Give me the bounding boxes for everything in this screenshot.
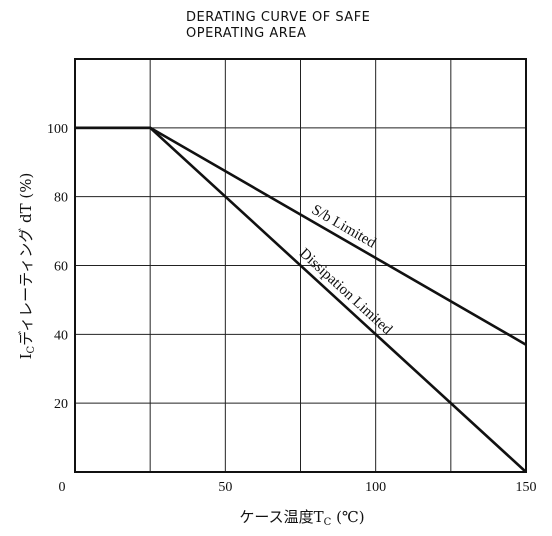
chart-title-line-1: DERATING CURVE OF SAFE (186, 10, 370, 25)
series-line-diss (75, 126, 527, 473)
x-tick-label: 50 (218, 480, 232, 495)
y-tick-label: 100 (47, 122, 68, 137)
x-axis-label: ケース温度TC (℃) (239, 508, 364, 528)
y-tick-label: 80 (54, 191, 68, 206)
plot-frame (74, 58, 527, 473)
x-tick-label: 100 (365, 480, 386, 495)
y-axis-label: ICディレーティング dT (%) (17, 173, 37, 360)
chart-title-line-2: OPERATING AREA (186, 26, 306, 41)
y-tick-label: 20 (54, 397, 68, 412)
tick-labels: 0 50 100 150 20 40 60 80 100 (47, 122, 537, 495)
series-lines (75, 126, 527, 473)
y-tick-label: 40 (54, 328, 68, 343)
y-tick-label: 60 (54, 260, 68, 275)
x-tick-label: 150 (516, 480, 537, 495)
x-tick-label: 0 (59, 480, 66, 495)
